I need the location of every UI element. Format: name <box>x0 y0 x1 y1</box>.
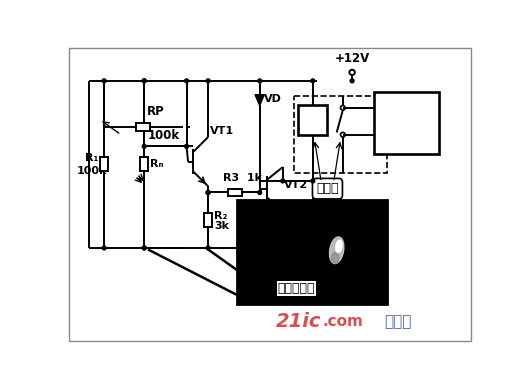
Text: VT2: VT2 <box>285 180 308 190</box>
Circle shape <box>206 246 210 250</box>
Circle shape <box>206 191 210 194</box>
Circle shape <box>142 246 146 250</box>
Bar <box>298 105 327 135</box>
Text: 光敏电阻器: 光敏电阻器 <box>278 282 315 295</box>
Text: .com: .com <box>323 315 364 329</box>
Text: 100k: 100k <box>76 166 107 176</box>
Circle shape <box>184 144 189 148</box>
Circle shape <box>281 179 285 183</box>
Text: 被控: 被控 <box>399 110 414 124</box>
Circle shape <box>102 246 106 250</box>
Text: 3k: 3k <box>214 221 229 231</box>
Circle shape <box>142 79 146 83</box>
Text: Rₙ: Rₙ <box>150 159 164 169</box>
Ellipse shape <box>336 240 342 253</box>
Text: 100k: 100k <box>147 129 179 142</box>
Circle shape <box>258 79 261 83</box>
Bar <box>100 157 108 171</box>
Circle shape <box>258 191 261 194</box>
Text: VD: VD <box>265 94 282 104</box>
Bar <box>295 96 387 173</box>
Circle shape <box>142 144 146 148</box>
Bar <box>228 189 241 196</box>
Circle shape <box>102 79 106 83</box>
Text: 继电器: 继电器 <box>316 182 339 195</box>
Bar <box>136 123 150 131</box>
Circle shape <box>206 79 210 83</box>
Text: 电子网: 电子网 <box>385 315 412 329</box>
Circle shape <box>184 79 189 83</box>
Circle shape <box>206 191 210 194</box>
Bar <box>140 157 148 171</box>
Circle shape <box>281 246 285 250</box>
Text: K: K <box>307 113 319 127</box>
Bar <box>204 213 212 227</box>
Text: R₂: R₂ <box>214 211 228 221</box>
Text: R3  1k: R3 1k <box>223 173 262 183</box>
Text: 21ic: 21ic <box>276 312 321 331</box>
Circle shape <box>311 179 315 183</box>
Text: 制电路: 制电路 <box>395 123 417 136</box>
Circle shape <box>142 246 146 250</box>
Text: RP: RP <box>147 105 165 118</box>
Bar <box>374 92 439 154</box>
Text: +12V: +12V <box>335 52 370 65</box>
Ellipse shape <box>331 253 339 263</box>
Circle shape <box>311 79 315 83</box>
Polygon shape <box>255 95 265 105</box>
Circle shape <box>350 79 354 83</box>
Ellipse shape <box>329 237 344 264</box>
Bar <box>237 200 387 304</box>
Circle shape <box>142 79 146 83</box>
Text: VT1: VT1 <box>210 126 234 136</box>
Text: R₁: R₁ <box>85 153 99 163</box>
